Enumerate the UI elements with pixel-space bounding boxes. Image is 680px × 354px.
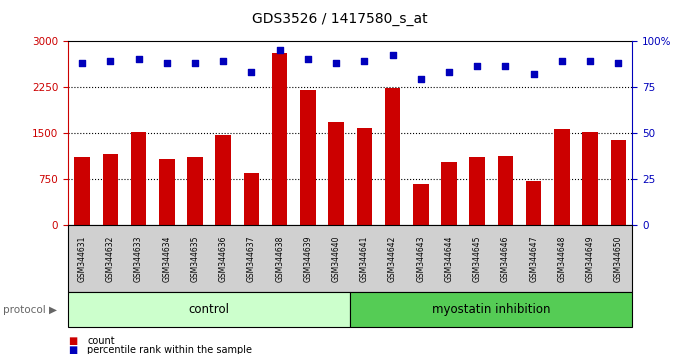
Bar xyxy=(74,157,90,225)
Point xyxy=(190,60,201,65)
Bar xyxy=(526,181,541,225)
Text: GSM344645: GSM344645 xyxy=(473,235,481,282)
Text: GSM344648: GSM344648 xyxy=(558,235,566,282)
Text: protocol ▶: protocol ▶ xyxy=(3,305,57,315)
Bar xyxy=(131,132,146,225)
Text: count: count xyxy=(87,336,115,346)
Text: GSM344632: GSM344632 xyxy=(106,235,115,282)
Bar xyxy=(103,154,118,225)
Bar xyxy=(554,129,570,225)
Bar xyxy=(243,173,259,225)
Text: GSM344634: GSM344634 xyxy=(163,235,171,282)
Point xyxy=(415,76,426,82)
Text: GSM344650: GSM344650 xyxy=(614,235,623,282)
Text: GSM344636: GSM344636 xyxy=(219,235,228,282)
Point xyxy=(105,58,116,64)
Point xyxy=(443,69,454,75)
Point xyxy=(274,47,285,53)
Bar xyxy=(582,132,598,225)
Text: myostatin inhibition: myostatin inhibition xyxy=(432,303,551,316)
Point xyxy=(359,58,370,64)
Text: GSM344644: GSM344644 xyxy=(445,235,454,282)
Text: GSM344639: GSM344639 xyxy=(303,235,312,282)
Bar xyxy=(328,122,344,225)
Point xyxy=(556,58,567,64)
Text: GSM344631: GSM344631 xyxy=(78,235,86,282)
Point xyxy=(218,58,228,64)
Text: ■: ■ xyxy=(68,336,78,346)
Point xyxy=(613,60,624,65)
Text: GSM344641: GSM344641 xyxy=(360,235,369,282)
Point xyxy=(387,53,398,58)
Bar xyxy=(469,157,485,225)
Text: GSM344649: GSM344649 xyxy=(585,235,594,282)
Bar xyxy=(159,159,175,225)
Point xyxy=(246,69,257,75)
Text: GSM344642: GSM344642 xyxy=(388,235,397,282)
Bar xyxy=(216,135,231,225)
Bar xyxy=(498,156,513,225)
Point xyxy=(500,64,511,69)
Bar xyxy=(441,162,457,225)
Text: GSM344646: GSM344646 xyxy=(501,235,510,282)
Text: control: control xyxy=(188,303,230,316)
Text: GSM344643: GSM344643 xyxy=(416,235,425,282)
Point xyxy=(472,64,483,69)
Bar xyxy=(187,157,203,225)
Text: GSM344635: GSM344635 xyxy=(190,235,199,282)
Bar xyxy=(413,184,428,225)
Text: percentile rank within the sample: percentile rank within the sample xyxy=(87,345,252,354)
Text: GSM344637: GSM344637 xyxy=(247,235,256,282)
Bar xyxy=(272,53,288,225)
Point xyxy=(303,56,313,62)
Point xyxy=(133,56,144,62)
Text: ■: ■ xyxy=(68,345,78,354)
Bar xyxy=(385,88,401,225)
Point xyxy=(330,60,341,65)
Bar xyxy=(300,90,316,225)
Text: GSM344638: GSM344638 xyxy=(275,235,284,282)
Text: GDS3526 / 1417580_s_at: GDS3526 / 1417580_s_at xyxy=(252,12,428,27)
Text: GSM344647: GSM344647 xyxy=(529,235,538,282)
Point xyxy=(161,60,172,65)
Bar xyxy=(356,129,372,225)
Text: GSM344640: GSM344640 xyxy=(332,235,341,282)
Point xyxy=(585,58,596,64)
Point xyxy=(528,71,539,77)
Text: GSM344633: GSM344633 xyxy=(134,235,143,282)
Bar xyxy=(611,140,626,225)
Point xyxy=(77,60,88,65)
